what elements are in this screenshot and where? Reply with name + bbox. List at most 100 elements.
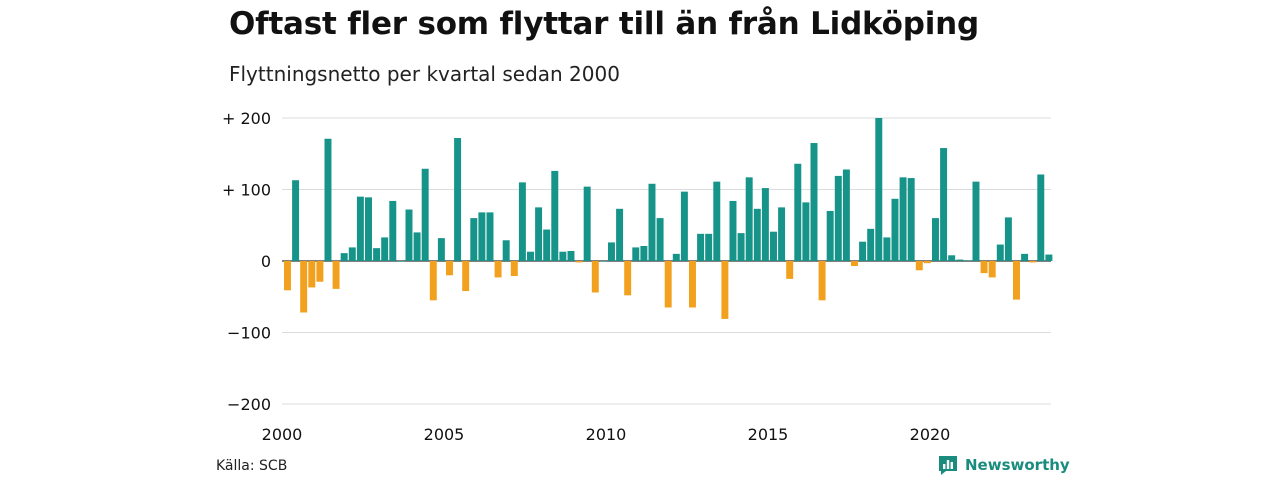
bar (875, 118, 883, 261)
bar (794, 163, 802, 261)
bar (964, 260, 972, 261)
bar (915, 261, 923, 271)
y-tick-label: 0 (261, 252, 271, 271)
bar (356, 196, 364, 261)
bar (397, 261, 405, 262)
bar (721, 261, 729, 319)
bar (689, 261, 696, 308)
bar (389, 200, 397, 261)
bar (664, 261, 672, 308)
bar (616, 208, 624, 261)
bar (778, 207, 786, 262)
bar (462, 261, 470, 292)
brand-name: Newsworthy (965, 456, 1070, 474)
bar (842, 169, 850, 261)
bar (713, 181, 721, 261)
bar (567, 250, 575, 261)
bar (583, 186, 591, 261)
brand-logo: Newsworthy (937, 454, 1070, 476)
bar (948, 255, 956, 261)
bar (996, 244, 1004, 261)
bar (770, 231, 777, 261)
chart-subtitle: Flyttningsnetto per kvartal sedan 2000 (229, 62, 620, 86)
bar (729, 200, 737, 261)
bar (859, 241, 867, 261)
bar (632, 247, 640, 261)
bar (923, 261, 931, 264)
bar (624, 261, 632, 296)
newsworthy-logo-icon (939, 456, 957, 475)
bar (1013, 261, 1020, 300)
bar (373, 248, 381, 261)
bar (640, 245, 648, 261)
bar (551, 170, 559, 261)
bar (535, 207, 543, 262)
bar (527, 251, 534, 261)
bar (980, 261, 988, 274)
x-tick-label: 2010 (586, 425, 627, 444)
bar (494, 261, 502, 278)
bar (656, 218, 664, 261)
bar (454, 138, 462, 261)
bar (559, 251, 567, 261)
x-tick-label: 2020 (910, 425, 951, 444)
x-tick-label: 2015 (748, 425, 789, 444)
bar (300, 261, 308, 313)
bar (332, 261, 340, 289)
bar (608, 242, 615, 261)
bar (705, 233, 713, 261)
bar (381, 237, 389, 261)
bar (413, 232, 421, 261)
bar (591, 261, 599, 293)
bar (1021, 253, 1029, 261)
y-axis-ticks: + 200 + 100 0 −100 −200 (222, 109, 271, 414)
source-label: Källa: SCB (216, 458, 288, 474)
bar (478, 212, 486, 261)
bar (988, 261, 996, 278)
bar (324, 138, 332, 261)
bar (1037, 174, 1045, 261)
bar (316, 261, 324, 282)
bar (502, 240, 510, 261)
bar (680, 191, 688, 261)
bar (883, 237, 891, 261)
bar (340, 253, 348, 261)
bar (1004, 217, 1012, 261)
bar (786, 261, 794, 279)
bar (510, 261, 518, 277)
bar (648, 183, 656, 261)
bar (672, 253, 680, 261)
bar (907, 178, 915, 261)
bar (851, 261, 858, 266)
bar (940, 148, 948, 261)
bar (956, 259, 964, 261)
bar (745, 177, 753, 261)
bar (575, 261, 583, 263)
bar (972, 181, 980, 261)
bar (405, 209, 413, 261)
bar (429, 261, 437, 301)
bars (284, 118, 1053, 319)
bar (802, 202, 810, 261)
bar (899, 177, 907, 261)
chart-title: Oftast fler som flyttar till än från Lid… (229, 6, 980, 42)
bar (737, 233, 745, 261)
y-tick-label: + 100 (222, 181, 271, 200)
bar (284, 261, 291, 291)
y-tick-label: −200 (227, 395, 271, 414)
bar (818, 261, 826, 301)
bar (810, 143, 818, 261)
bar (826, 210, 834, 261)
bar (697, 233, 705, 261)
bar (486, 212, 494, 261)
x-tick-label: 2000 (262, 425, 303, 444)
bar (891, 198, 899, 261)
bar (1029, 261, 1037, 263)
bar (543, 229, 551, 261)
x-tick-label: 2005 (424, 425, 465, 444)
bar (308, 261, 316, 288)
bar (348, 247, 356, 261)
bar (1045, 254, 1053, 261)
bar (292, 180, 300, 261)
